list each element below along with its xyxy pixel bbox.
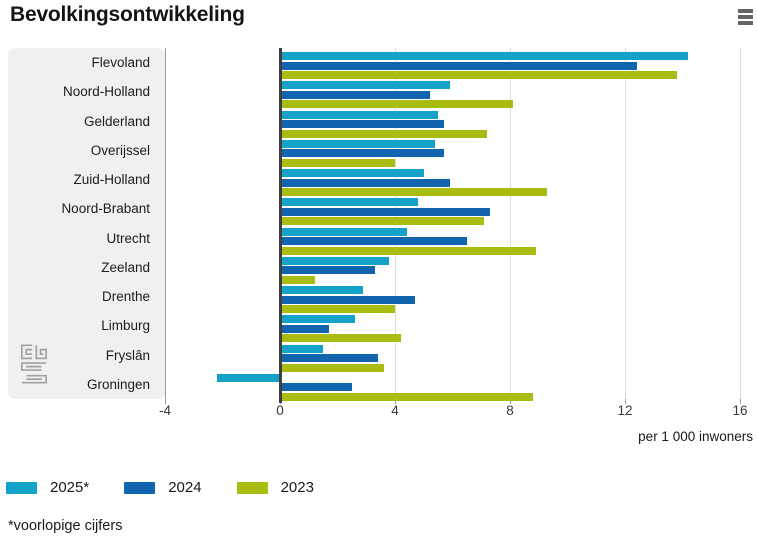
bar-2023-utrecht[interactable] [281,246,536,255]
bar-2024-noord-brabant[interactable] [281,207,490,216]
bar-2025-overijssel[interactable] [281,139,436,148]
category-label: Groningen [86,376,150,392]
category-label: Noord-Brabant [61,201,150,217]
legend-swatch [236,481,268,494]
legend-swatch [124,481,156,494]
bar-2023-drenthe[interactable] [281,305,395,314]
legend-swatch [6,481,37,494]
bar-2024-limburg[interactable] [281,324,329,333]
category-label: Overijssel [90,142,150,158]
plot-left-border [165,48,166,399]
bar-2023-zuid-holland[interactable] [281,188,548,197]
legend: 2025* 2024 2023 [6,479,349,496]
hamburger-menu-icon[interactable] [738,9,753,27]
bar-2024-zuid-holland[interactable] [281,178,450,187]
category-label: Drenthe [101,289,150,304]
bar-2025-groningen[interactable] [216,373,279,382]
bar-2025-zuid-holland[interactable] [281,169,424,178]
menu-bar [738,15,753,19]
bar-2024-flevoland[interactable] [281,61,637,70]
legend-item-2023[interactable]: 2023 [236,479,314,496]
axis-tick [740,399,741,404]
gridline [625,48,626,399]
axis-tick-label: 4 [391,403,399,418]
footnote: *voorlopige cijfers [8,518,123,534]
bar-2024-groningen[interactable] [281,383,352,392]
bar-2023-overijssel[interactable] [281,158,395,167]
category-label: Flevoland [91,55,150,70]
bar-2023-noord-holland[interactable] [281,100,513,109]
category-label: Limburg [101,318,150,334]
gridline [510,48,511,399]
category-label: Fryslân [105,347,150,363]
bar-2023-noord-brabant[interactable] [281,217,485,226]
bar-2023-groningen[interactable] [281,392,533,401]
menu-bar [738,21,753,25]
menu-bar [738,9,753,13]
category-label: Zeeland [101,259,150,275]
bar-2023-limburg[interactable] [281,334,401,343]
axis-tick [165,399,166,404]
category-label: Utrecht [106,230,150,246]
bar-2023-flevoland[interactable] [281,71,677,80]
x-axis-caption: per 1 000 inwoners [638,429,753,444]
legend-label: 2025* [50,479,90,496]
bar-2025-gelderland[interactable] [281,110,439,119]
axis-tick-label: 12 [617,403,633,418]
bar-2023-fryslân[interactable] [281,363,384,372]
bar-2025-flevoland[interactable] [281,52,689,61]
axis-tick-label: -4 [158,403,171,418]
bar-2025-noord-holland[interactable] [281,81,450,90]
bar-2025-drenthe[interactable] [281,286,364,295]
axis-tick [510,399,511,404]
category-label: Gelderland [83,113,150,129]
axis-tick [625,399,626,404]
category-label-box [8,48,165,399]
bar-2025-zeeland[interactable] [281,256,390,265]
legend-item-2024[interactable]: 2024 [124,479,202,496]
bar-chart: per 1 000 inwoners -4 0 4 8 12 16 Flevoland Noo… [8,48,753,444]
legend-item-2025[interactable]: 2025* [6,479,89,496]
cbs-logo-icon [21,344,47,384]
category-label: Noord-Holland [62,84,150,100]
axis-tick-label: 0 [276,403,284,418]
category-label: Zuid-Holland [73,172,150,187]
bar-2025-utrecht[interactable] [281,227,407,236]
bar-2024-zeeland[interactable] [281,266,375,275]
page-title: Bevolkingsontwikkeling [10,3,245,26]
legend-label: 2024 [168,479,202,496]
plot-area [165,48,751,404]
bar-2024-noord-holland[interactable] [281,90,430,99]
bar-2024-drenthe[interactable] [281,295,416,304]
gridline [740,48,741,399]
bar-2024-overijssel[interactable] [281,149,444,158]
bar-2024-utrecht[interactable] [281,237,467,246]
axis-tick-label: 16 [732,403,748,418]
bar-2025-fryslân[interactable] [281,344,324,353]
zero-axis-line [279,48,282,403]
bar-2023-zeeland[interactable] [281,275,315,284]
legend-label: 2023 [280,479,314,496]
bar-2025-noord-brabant[interactable] [281,198,418,207]
bar-2024-fryslân[interactable] [281,354,378,363]
bar-2024-gelderland[interactable] [281,120,444,129]
bar-2025-limburg[interactable] [281,315,355,324]
axis-tick [395,399,396,404]
axis-tick-label: 8 [506,403,514,418]
bar-2023-gelderland[interactable] [281,129,487,138]
